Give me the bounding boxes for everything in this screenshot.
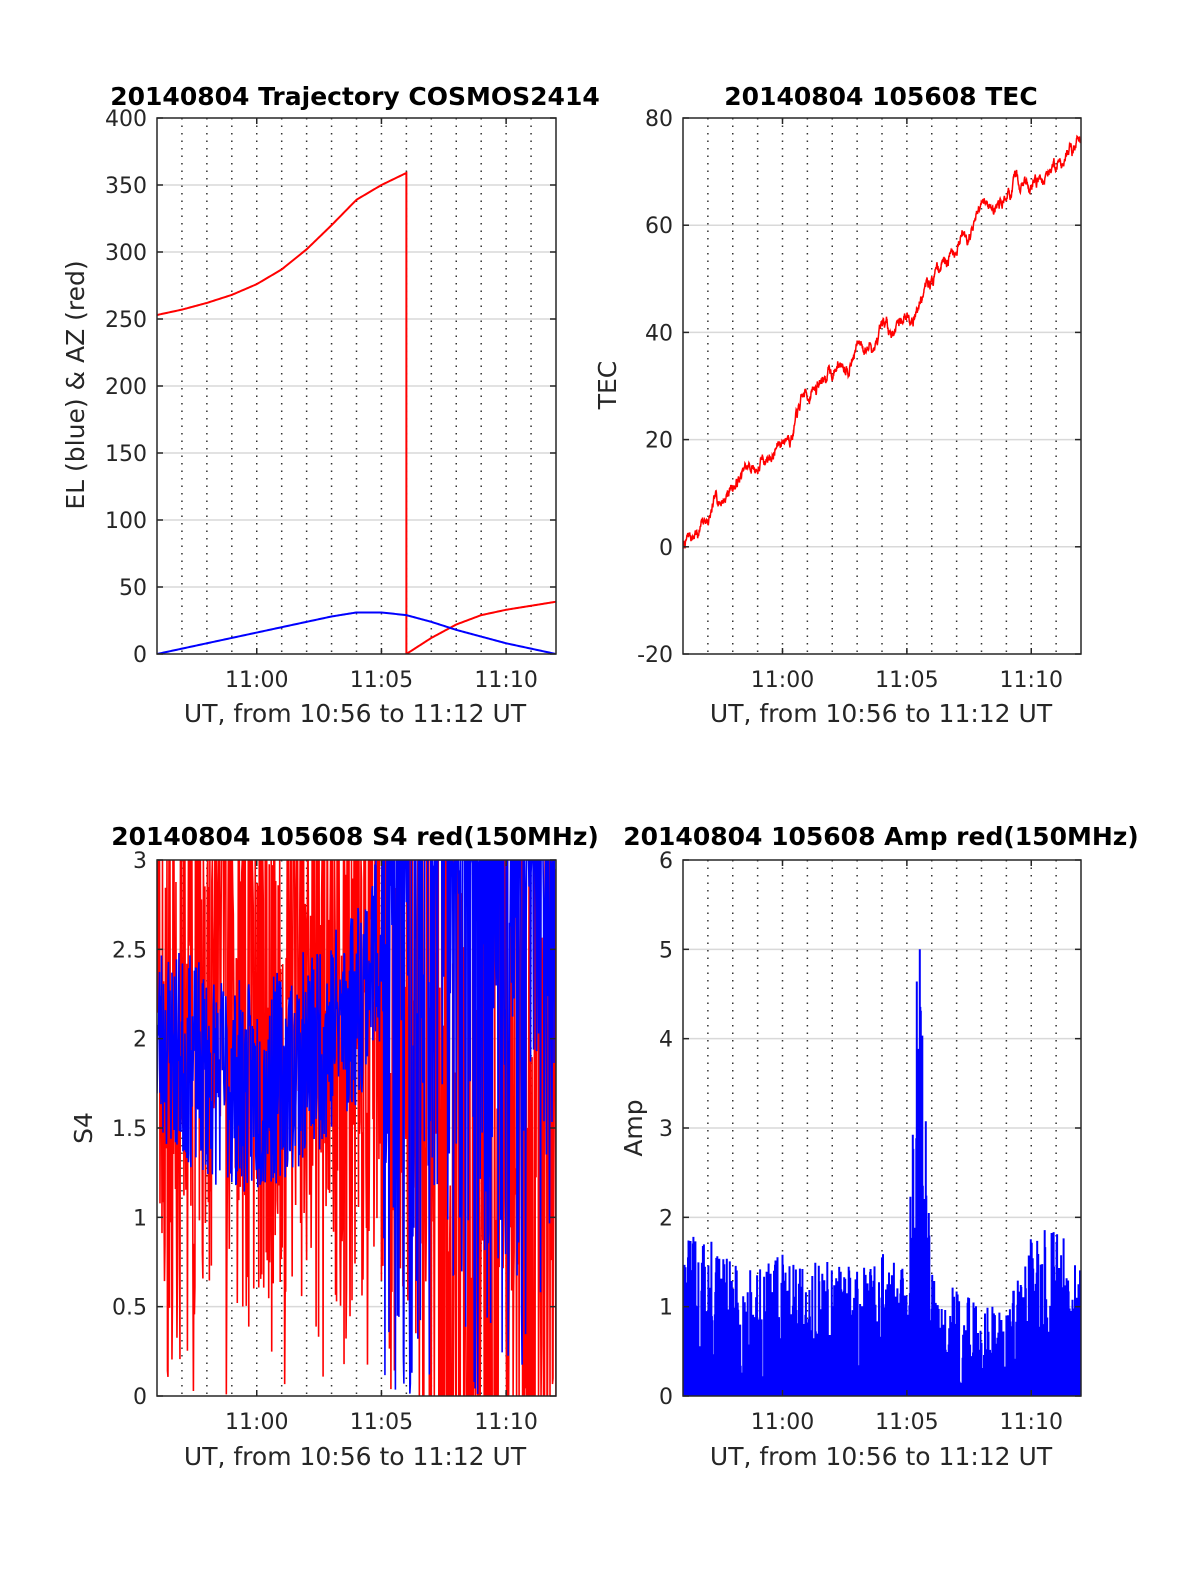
ytick-label: 300: [105, 241, 147, 266]
axes-frame: [682, 117, 1082, 655]
series-bars: [683, 949, 1081, 1396]
panel-amp: 20140804 105608 Amp red(150MHz) UT, from…: [619, 822, 1139, 1471]
panel-s4-ylabel: S4: [69, 1112, 98, 1144]
series-line: [405, 600, 556, 654]
ytick-label: 3: [133, 849, 147, 874]
chart-tec-series: [683, 134, 1081, 549]
ytick-label: 80: [645, 107, 673, 132]
chart-trajectory-series: [157, 171, 556, 654]
panel-amp-title: 20140804 105608 Amp red(150MHz): [623, 822, 1139, 851]
xtick-label: 11:10: [1000, 1410, 1063, 1435]
chart-s4-axes: 0 0.5 1 1.5 2 2.5 3 11:00 11:05 11:10: [112, 849, 557, 1435]
panel-tec-title: 20140804 105608 TEC: [724, 82, 1037, 111]
chart-amp-axes: 0 1 2 3 4 5 6 11:00 11:05 11:10: [659, 849, 1082, 1435]
ytick-label: 100: [105, 509, 147, 534]
xtick-label: 11:00: [751, 1410, 814, 1435]
series-line: [683, 134, 1081, 549]
ytick-label: 0.5: [112, 1296, 147, 1321]
ytick-label: 0: [133, 1385, 147, 1410]
panel-trajectory-ylabel: EL (blue) & AZ (red): [61, 260, 90, 509]
xtick-label: 11:10: [1000, 668, 1063, 693]
ytick-label: 1.5: [112, 1117, 147, 1142]
ytick-label: 350: [105, 174, 147, 199]
ytick-label: -20: [637, 643, 673, 668]
series-line: [157, 171, 408, 654]
xtick-label: 11:10: [474, 1410, 537, 1435]
ytick-label: 5: [659, 938, 673, 963]
panel-tec-xlabel: UT, from 10:56 to 11:12 UT: [710, 699, 1053, 728]
ytick-label: 2: [133, 1028, 147, 1053]
ytick-label: 50: [119, 576, 147, 601]
ytick-label: 1: [659, 1296, 673, 1321]
ytick-label: 2: [659, 1206, 673, 1231]
ytick-label: 3: [659, 1117, 673, 1142]
panel-trajectory-title: 20140804 Trajectory COSMOS2414: [110, 82, 600, 111]
chart-trajectory-axes: 0 50 100 150 200 250 300 350 400 11:00 11:05 11:10: [105, 107, 557, 693]
ytick-label: 40: [645, 321, 673, 346]
panel-trajectory: 20140804 Trajectory COSMOS2414 UT, from …: [61, 82, 600, 728]
panel-trajectory-xlabel: UT, from 10:56 to 11:12 UT: [184, 699, 527, 728]
ytick-label: 20: [645, 429, 673, 454]
xtick-label: 11:00: [751, 668, 814, 693]
ytick-label: 6: [659, 849, 673, 874]
ytick-label: 250: [105, 308, 147, 333]
xtick-label: 11:10: [474, 668, 537, 693]
ytick-label: 2.5: [112, 938, 147, 963]
panel-amp-xlabel: UT, from 10:56 to 11:12 UT: [710, 1442, 1053, 1471]
panel-s4-xlabel: UT, from 10:56 to 11:12 UT: [184, 1442, 527, 1471]
xtick-label: 11:05: [350, 668, 413, 693]
ytick-label: 0: [659, 536, 673, 561]
panel-s4-title: 20140804 105608 S4 red(150MHz): [111, 822, 599, 851]
panel-s4: 20140804 105608 S4 red(150MHz) UT, from …: [69, 822, 599, 1471]
ytick-label: 150: [105, 442, 147, 467]
chart-tec-axes: -20 0 20 40 60 80 11:00 11:05 11:10: [637, 107, 1082, 693]
xtick-label: 11:05: [875, 668, 938, 693]
ytick-label: 0: [133, 643, 147, 668]
xtick-label: 11:00: [225, 668, 288, 693]
xtick-label: 11:05: [350, 1410, 413, 1435]
ytick-label: 4: [659, 1028, 673, 1053]
panel-tec-ylabel: TEC: [593, 361, 622, 411]
panel-amp-ylabel: Amp: [619, 1099, 648, 1156]
ytick-label: 60: [645, 214, 673, 239]
panel-tec: 20140804 105608 TEC UT, from 10:56 to 11…: [593, 82, 1053, 728]
ytick-label: 200: [105, 375, 147, 400]
chart-amp-series: [683, 949, 1081, 1396]
series-line: [157, 611, 556, 654]
xtick-label: 11:05: [875, 1410, 938, 1435]
series-line: [157, 860, 556, 1394]
ytick-label: 1: [133, 1206, 147, 1231]
ytick-label: 400: [105, 107, 147, 132]
ytick-label: 0: [659, 1385, 673, 1410]
xtick-label: 11:00: [225, 1410, 288, 1435]
chart-s4-series: [157, 860, 556, 1396]
